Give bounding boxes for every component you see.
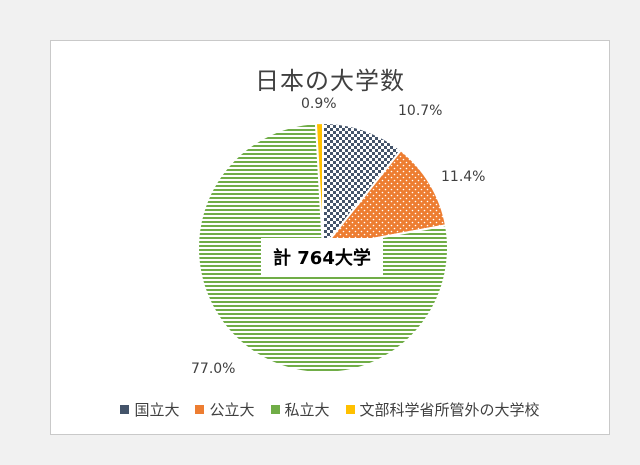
legend-item-other: 文部科学省所管外の大学校 xyxy=(345,399,540,420)
legend-item-private: 私立大 xyxy=(270,399,330,420)
legend-label-private: 私立大 xyxy=(284,401,330,419)
legend-label-public: 公立大 xyxy=(209,401,255,419)
legend-swatch-national xyxy=(120,405,130,414)
legend-item-national: 国立大 xyxy=(120,399,179,420)
pie-slice-national xyxy=(322,121,403,251)
data-label-private: 77.0% xyxy=(191,361,235,377)
data-label-public: 11.4% xyxy=(441,169,485,185)
legend-swatch-private xyxy=(270,405,280,414)
data-label-national: 10.7% xyxy=(398,103,442,119)
total-annotation: 計 764大学 xyxy=(261,238,383,276)
legend-label-national: 国立大 xyxy=(134,401,180,419)
chart-frame: 日本の大学数 10.7% 11.4% 77.0% 0.9% 計 764大学 xyxy=(50,40,610,435)
legend-label-other: 文部科学省所管外の大学校 xyxy=(359,401,540,419)
legend-item-public: 公立大 xyxy=(195,399,255,420)
pie-slice-public xyxy=(320,148,448,250)
legend: 国立大 公立大 私立大 文部科学省所管外の大学校 xyxy=(51,399,609,420)
pie-slice-other xyxy=(314,121,324,249)
legend-swatch-other xyxy=(345,405,355,414)
legend-swatch-public xyxy=(195,405,205,414)
data-label-other: 0.9% xyxy=(301,96,337,112)
chart-title: 日本の大学数 xyxy=(255,67,405,95)
